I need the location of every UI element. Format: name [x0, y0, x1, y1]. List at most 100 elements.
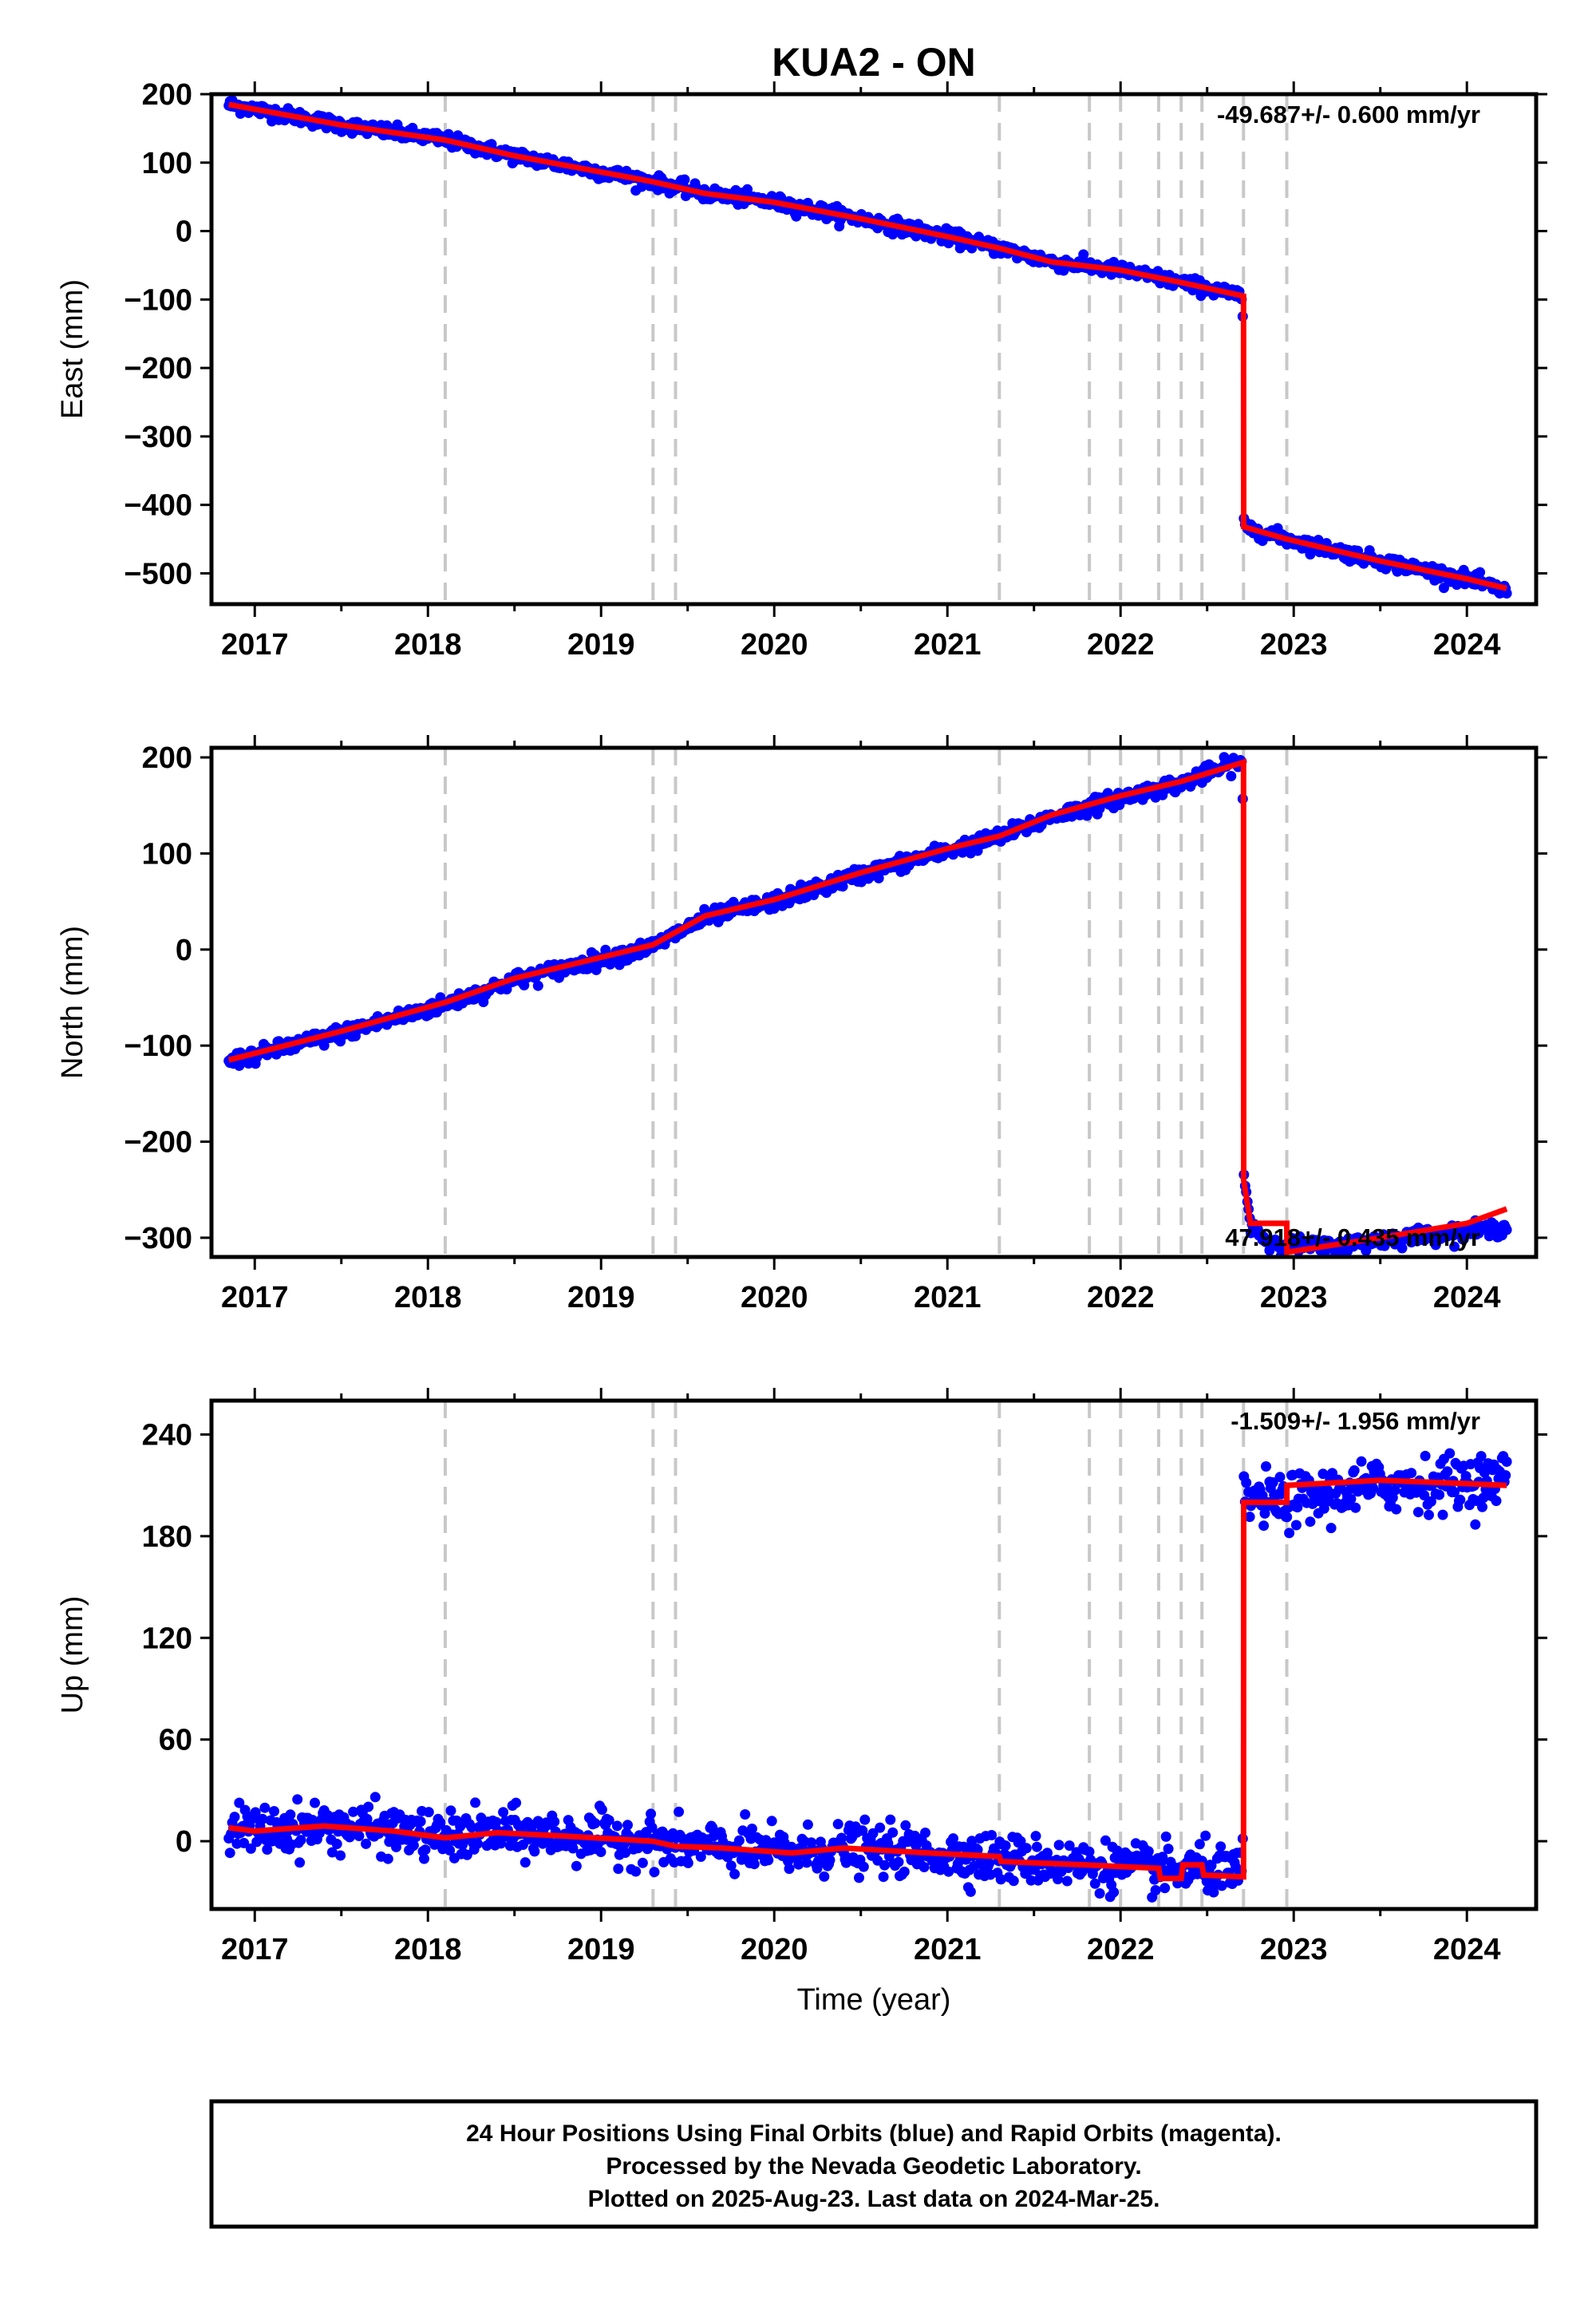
data-point	[1501, 588, 1512, 599]
data-point	[1290, 1520, 1302, 1531]
data-point	[620, 1848, 631, 1858]
data-point	[867, 1828, 879, 1839]
y-tick-label: −400	[124, 489, 192, 523]
panel-1: 200 100 0 −100 −200 −300 −400 −500 2017 2018 2019 2…	[56, 78, 1547, 662]
data-point	[590, 1818, 601, 1829]
data-point	[1475, 567, 1486, 578]
x-tick-label: 2024	[1433, 1281, 1501, 1314]
y-axis-label: North (mm)	[56, 926, 89, 1079]
data-point	[749, 1859, 760, 1870]
data-point	[819, 1871, 830, 1882]
data-point	[763, 1855, 774, 1866]
x-tick-label: 2022	[1087, 1281, 1155, 1314]
data-point	[824, 1855, 836, 1866]
data-point	[1420, 1450, 1431, 1461]
y-tick-label: 0	[176, 934, 192, 967]
x-tick-label: 2019	[567, 628, 635, 662]
rate-annotation: -1.509+/- 1.956 mm/yr	[1231, 1407, 1480, 1435]
data-point	[1419, 1490, 1430, 1501]
data-point	[519, 1857, 531, 1868]
data-point	[1206, 1860, 1217, 1871]
data-point	[1031, 1841, 1042, 1852]
data-point	[887, 229, 899, 240]
data-point	[382, 1853, 393, 1864]
x-tick-label: 2018	[394, 1933, 462, 1966]
data-point	[234, 1797, 245, 1808]
data-point	[1160, 1831, 1171, 1842]
data-point	[1478, 1492, 1489, 1504]
data-point	[239, 1837, 250, 1848]
plot-frame	[209, 745, 1539, 1259]
x-tick-label: 2023	[1260, 1281, 1328, 1314]
y-tick-label: 200	[142, 741, 192, 775]
data-point	[259, 1802, 271, 1813]
data-point	[1317, 1468, 1329, 1480]
data-point	[1412, 1507, 1424, 1518]
model-line	[228, 101, 1507, 591]
data-point	[1491, 1496, 1502, 1507]
y-axis-label: East (mm)	[56, 279, 89, 419]
data-point	[472, 1838, 483, 1849]
data-point	[318, 1040, 330, 1051]
data-point	[419, 1853, 429, 1864]
data-point	[224, 1848, 235, 1859]
data-point	[498, 1807, 509, 1818]
y-tick-label: −300	[124, 421, 192, 454]
data-point	[408, 1840, 419, 1851]
x-axis-label: Time (year)	[797, 1983, 951, 2017]
y-tick-label: 240	[142, 1418, 192, 1452]
data-point	[361, 1838, 372, 1849]
panel-3: 240 180 120 60 0 2017 2018 2019 2020 2021 2022 2023…	[56, 1388, 1547, 1966]
data-point	[285, 1809, 296, 1820]
data-point	[511, 1797, 522, 1808]
data-point	[519, 980, 530, 990]
data-point	[596, 1804, 607, 1815]
data-point	[966, 1836, 978, 1847]
x-tick-label: 2018	[394, 628, 462, 662]
x-tick-label: 2018	[394, 1281, 462, 1314]
data-point	[415, 1816, 426, 1827]
data-point	[1226, 771, 1237, 781]
data-point	[613, 1863, 624, 1875]
data-point	[1501, 1456, 1512, 1467]
data-point	[766, 1816, 777, 1827]
data-point	[363, 1801, 374, 1812]
y-tick-label: 180	[142, 1520, 192, 1554]
data-point	[1089, 1878, 1100, 1889]
data-point	[1305, 1516, 1316, 1528]
data-point	[1345, 1493, 1357, 1504]
data-point	[646, 1822, 658, 1833]
chart-title: KUA2 - ON	[772, 40, 976, 85]
data-point	[1449, 1487, 1460, 1498]
y-tick-label: 200	[142, 78, 192, 112]
data-point	[529, 1846, 540, 1857]
data-point	[369, 1792, 381, 1803]
y-tick-label: −200	[124, 352, 192, 385]
model-line	[228, 1477, 1507, 1882]
data-point	[1325, 1523, 1337, 1534]
data-point	[1053, 1840, 1065, 1851]
model-line	[227, 758, 1508, 1256]
data-point	[893, 1856, 904, 1867]
x-tick-label: 2021	[914, 628, 982, 662]
data-point	[674, 1806, 685, 1817]
data-point	[899, 1866, 910, 1877]
data-point	[854, 1872, 864, 1883]
data-point	[1015, 1836, 1026, 1847]
data-point	[1477, 1501, 1487, 1512]
data-point	[943, 1866, 954, 1877]
data-point	[643, 1842, 654, 1852]
data-point	[354, 1831, 365, 1841]
data-point	[1349, 1465, 1360, 1476]
data-point	[1008, 1875, 1019, 1887]
footer-line-3: Plotted on 2025-Aug-23. Last data on 202…	[588, 2186, 1160, 2212]
y-tick-label: 0	[176, 1825, 192, 1859]
data-point	[1350, 1502, 1361, 1513]
data-point	[984, 1858, 995, 1868]
data-point	[269, 1806, 279, 1816]
data-point	[887, 1827, 899, 1838]
data-point	[969, 1860, 980, 1871]
x-tick-label: 2024	[1433, 1933, 1501, 1966]
y-tick-label: 100	[142, 837, 192, 871]
